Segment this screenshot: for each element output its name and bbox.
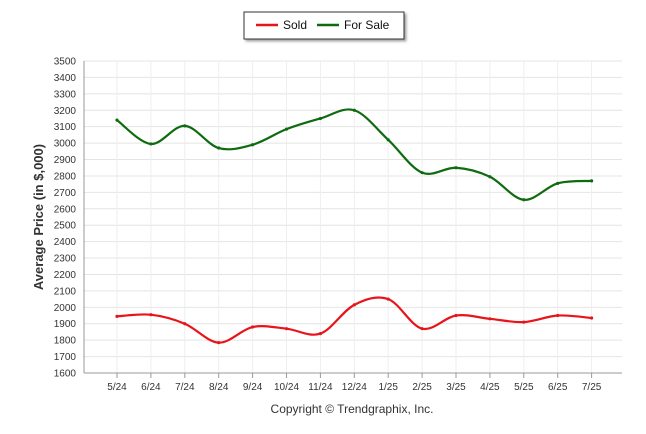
data-point-sold	[318, 331, 322, 336]
y-tick-label: 3100	[54, 122, 77, 133]
x-tick-label: 7/24	[175, 382, 195, 393]
x-tick-label: 4/25	[480, 382, 500, 393]
y-tick-label: 2600	[54, 204, 77, 215]
x-tick-label: 5/25	[514, 382, 534, 393]
y-tick-label: 2900	[54, 155, 77, 166]
data-point-sold	[183, 322, 187, 326]
y-tick-label: 3500	[54, 57, 77, 68]
y-tick-label: 2800	[54, 171, 77, 182]
y-tick-label: 1900	[54, 319, 77, 330]
data-point-sold	[420, 327, 424, 331]
data-point-sold	[217, 341, 221, 345]
y-tick-label: 1700	[54, 352, 77, 363]
data-point-for-sale	[590, 179, 594, 183]
data-point-for-sale	[149, 142, 153, 146]
x-tick-label: 6/24	[141, 382, 161, 393]
data-point-sold	[522, 320, 526, 324]
y-axis-title: Average Price (in $,000)	[31, 144, 46, 290]
y-tick-label: 2200	[54, 270, 77, 281]
data-point-sold	[590, 316, 594, 320]
data-point-sold	[556, 313, 560, 318]
x-tick-label: 9/24	[243, 382, 263, 393]
x-tick-label: 12/24	[342, 382, 367, 393]
data-point-sold	[352, 303, 356, 307]
y-tick-label: 2000	[54, 303, 77, 314]
copyright-text: Copyright © Trendgraphix, Inc.	[271, 402, 434, 416]
legend-label-for-sale: For Sale	[344, 18, 390, 32]
data-point-for-sale	[352, 108, 356, 112]
x-tick-label: 6/25	[548, 382, 568, 393]
data-point-for-sale	[183, 124, 187, 128]
x-tick-label: 5/24	[107, 382, 127, 393]
y-tick-label: 2700	[54, 188, 77, 199]
data-point-sold	[488, 317, 492, 321]
data-point-for-sale	[217, 146, 221, 150]
gridlines	[84, 60, 622, 374]
x-tick-label: 1/25	[378, 382, 398, 393]
legend: Sold For Sale	[243, 11, 405, 40]
data-point-for-sale	[454, 166, 458, 170]
data-point-for-sale	[522, 198, 526, 202]
y-tick-label: 2400	[54, 237, 77, 248]
x-tick-label: 3/25	[446, 382, 466, 393]
y-tick-label: 2500	[54, 221, 77, 232]
data-point-sold	[149, 313, 153, 317]
x-tick-label: 11/24	[308, 382, 333, 393]
x-tick-label: 7/25	[582, 382, 602, 393]
axes	[83, 61, 622, 378]
x-tick-labels: 5/24 6/24 7/24 8/24 9/24 10/24 11/24 12/24 1/25 2…	[107, 382, 602, 393]
data-point-sold	[251, 325, 255, 329]
y-tick-label: 3400	[54, 73, 77, 84]
x-tick-label: 10/24	[274, 382, 299, 393]
data-point-for-sale	[556, 181, 560, 185]
y-tick-label: 2300	[54, 254, 77, 265]
x-tick-label: 2/25	[412, 382, 432, 393]
data-point-sold	[284, 327, 289, 331]
series-lines	[115, 108, 594, 345]
data-point-for-sale	[251, 143, 255, 147]
y-tick-labels: 1600 1700 1800 1900 2000 2100 2200 2300 2400 2500…	[54, 57, 77, 380]
data-point-for-sale	[284, 127, 289, 131]
data-point-for-sale	[420, 171, 424, 175]
y-tick-label: 3200	[54, 106, 77, 117]
y-tick-label: 3300	[54, 89, 77, 100]
data-point-for-sale	[488, 175, 492, 179]
y-tick-label: 1600	[54, 369, 77, 380]
legend-label-sold: Sold	[283, 18, 307, 32]
x-tick-label: 8/24	[209, 382, 229, 393]
data-point-sold	[115, 314, 119, 318]
y-tick-label: 3000	[54, 139, 77, 150]
data-point-sold	[386, 297, 390, 301]
y-tick-label: 2100	[54, 286, 77, 297]
data-point-for-sale	[386, 138, 390, 142]
data-point-for-sale	[318, 116, 322, 121]
y-tick-label: 1800	[54, 336, 77, 347]
data-point-sold	[454, 313, 458, 318]
data-point-for-sale	[115, 118, 119, 122]
